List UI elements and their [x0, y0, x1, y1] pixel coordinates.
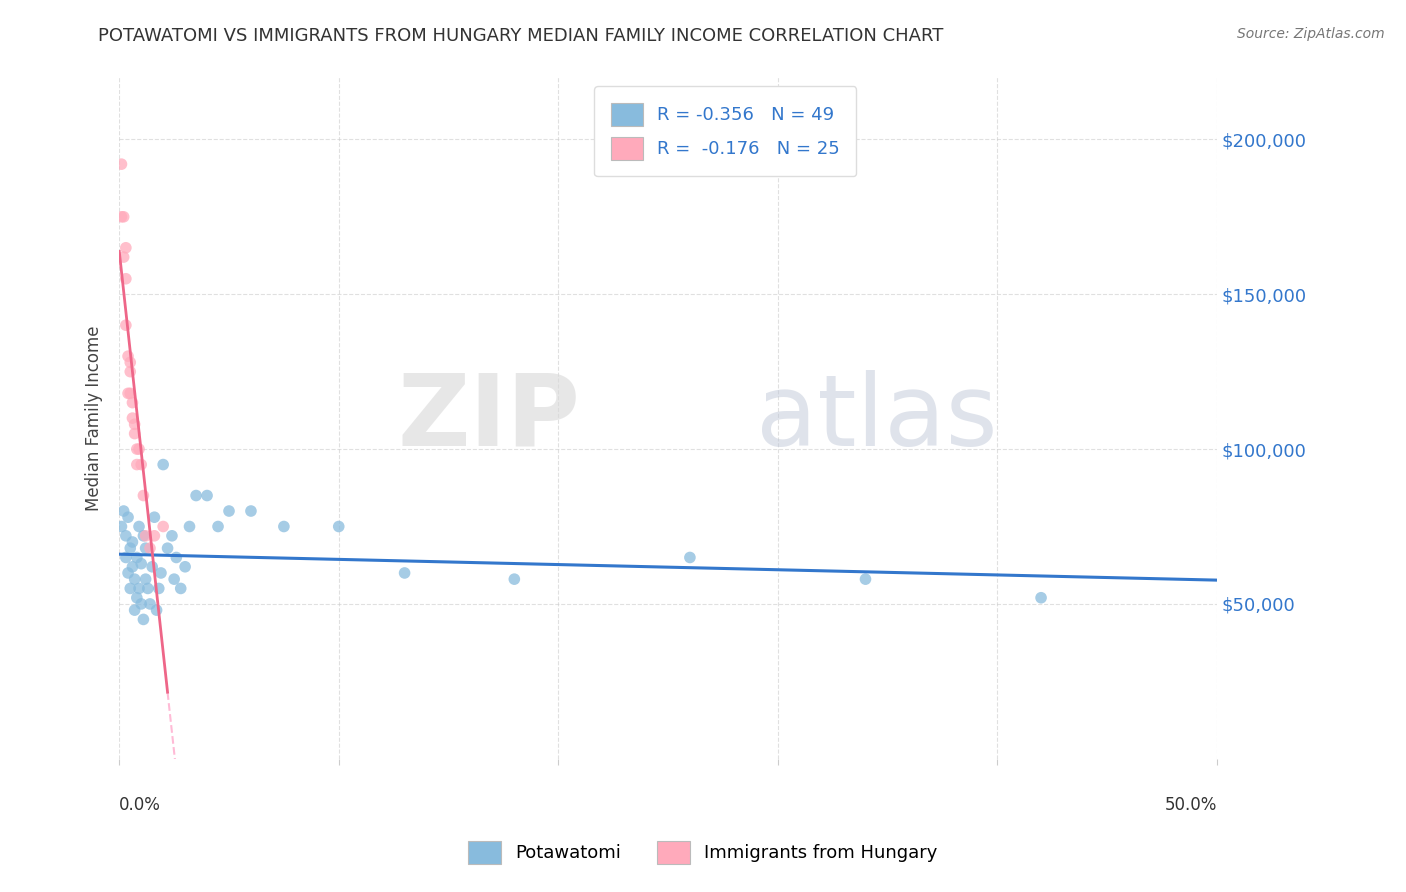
Point — [135, 572, 157, 586]
Point — [152, 519, 174, 533]
Point — [115, 529, 138, 543]
Point — [129, 458, 152, 472]
Point — [160, 529, 183, 543]
Point — [149, 566, 172, 580]
Point — [129, 557, 152, 571]
Point — [135, 541, 157, 556]
Point — [135, 529, 157, 543]
Point — [110, 157, 132, 171]
Point — [328, 519, 350, 533]
Point — [145, 603, 167, 617]
Point — [128, 442, 150, 456]
Point — [120, 386, 142, 401]
Point — [112, 504, 135, 518]
Point — [117, 510, 139, 524]
Point — [165, 550, 187, 565]
Point — [110, 210, 132, 224]
Point — [273, 519, 295, 533]
Point — [120, 582, 142, 596]
Point — [129, 597, 152, 611]
Point — [143, 529, 166, 543]
Point — [128, 582, 150, 596]
Point — [239, 504, 262, 518]
Point — [170, 582, 193, 596]
Point — [132, 612, 155, 626]
Point — [174, 559, 197, 574]
Point — [156, 541, 179, 556]
Point — [121, 535, 143, 549]
Point — [117, 566, 139, 580]
Point — [152, 458, 174, 472]
Point — [139, 597, 162, 611]
Text: atlas: atlas — [756, 369, 997, 467]
Point — [121, 411, 143, 425]
Point — [132, 529, 155, 543]
Text: ZIP: ZIP — [398, 369, 581, 467]
Point — [124, 572, 146, 586]
Point — [679, 550, 702, 565]
Point — [207, 519, 229, 533]
Point — [112, 210, 135, 224]
Point — [143, 510, 166, 524]
Text: 0.0%: 0.0% — [120, 797, 162, 814]
Point — [120, 541, 142, 556]
Point — [125, 591, 148, 605]
Point — [132, 489, 155, 503]
Point — [110, 519, 132, 533]
Point — [124, 426, 146, 441]
Text: POTAWATOMI VS IMMIGRANTS FROM HUNGARY MEDIAN FAMILY INCOME CORRELATION CHART: POTAWATOMI VS IMMIGRANTS FROM HUNGARY ME… — [98, 27, 943, 45]
Point — [136, 582, 159, 596]
Point — [179, 519, 201, 533]
Point — [120, 365, 142, 379]
Point — [141, 559, 163, 574]
Text: 50.0%: 50.0% — [1164, 797, 1216, 814]
Point — [139, 541, 162, 556]
Point — [503, 572, 526, 586]
Point — [218, 504, 240, 518]
Legend: Potawatomi, Immigrants from Hungary: Potawatomi, Immigrants from Hungary — [454, 826, 952, 879]
Point — [117, 386, 139, 401]
Point — [855, 572, 877, 586]
Point — [128, 519, 150, 533]
Point — [115, 241, 138, 255]
Point — [394, 566, 416, 580]
Point — [125, 550, 148, 565]
Point — [148, 582, 170, 596]
Point — [125, 442, 148, 456]
Point — [120, 355, 142, 369]
Point — [115, 550, 138, 565]
Text: Source: ZipAtlas.com: Source: ZipAtlas.com — [1237, 27, 1385, 41]
Point — [125, 458, 148, 472]
Point — [121, 395, 143, 409]
Point — [163, 572, 186, 586]
Point — [115, 318, 138, 333]
Legend: R = -0.356   N = 49, R =  -0.176   N = 25: R = -0.356 N = 49, R = -0.176 N = 25 — [595, 87, 856, 177]
Point — [195, 489, 218, 503]
Point — [184, 489, 207, 503]
Point — [115, 271, 138, 285]
Point — [117, 349, 139, 363]
Point — [121, 559, 143, 574]
Point — [1029, 591, 1052, 605]
Y-axis label: Median Family Income: Median Family Income — [86, 326, 103, 511]
Point — [124, 417, 146, 432]
Point — [124, 603, 146, 617]
Point — [112, 250, 135, 264]
